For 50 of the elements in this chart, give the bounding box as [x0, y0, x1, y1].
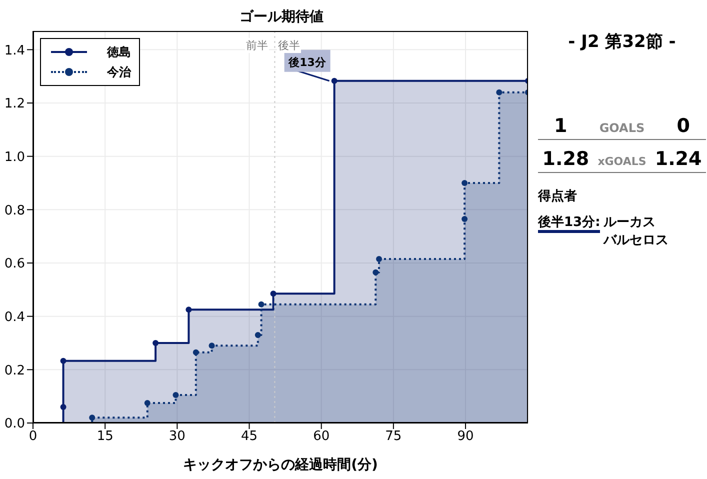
- chart-title: ゴール期待値: [238, 8, 324, 26]
- text: 後半13分:: [538, 213, 600, 233]
- legend-label: 徳島: [107, 44, 131, 60]
- y-tick-label: 1.4: [4, 43, 25, 58]
- annotation: 後13分: [288, 56, 327, 69]
- text: ルーカスバルセロス: [603, 214, 670, 249]
- y-tick-label: 1.0: [4, 150, 25, 165]
- x-tick-label: 0: [28, 429, 38, 444]
- text: xGOALS: [598, 155, 646, 168]
- text: GOALS: [599, 121, 645, 135]
- y-tick-label: 0.6: [4, 256, 25, 272]
- point: [60, 404, 66, 410]
- x-tick-label: 60: [313, 429, 330, 444]
- point: [208, 342, 215, 349]
- y-tick-label: 0.0: [4, 416, 25, 432]
- annotation: 後半: [277, 38, 301, 53]
- point: [186, 306, 192, 313]
- y-tick-label: 0.8: [4, 203, 25, 218]
- text: 0: [676, 115, 690, 137]
- point: [258, 301, 264, 308]
- annotation: 前半: [245, 38, 269, 53]
- point: [270, 290, 276, 297]
- point: [331, 78, 338, 84]
- y-tick-label: 1.2: [4, 96, 25, 112]
- x-tick-label: 45: [240, 429, 258, 444]
- x-tick-label: 75: [385, 429, 402, 444]
- legend-label: 今治: [107, 64, 131, 80]
- point: [144, 400, 150, 406]
- text: 得点者: [538, 188, 578, 205]
- point: [376, 256, 382, 262]
- point: [372, 269, 379, 276]
- x-tick-label: 30: [168, 429, 186, 444]
- text: 1.24: [654, 148, 702, 170]
- point: [254, 332, 261, 338]
- point: [152, 340, 159, 346]
- point: [60, 358, 66, 364]
- point: [496, 89, 502, 96]
- text: 1.28: [542, 148, 590, 170]
- point: [462, 216, 468, 222]
- x-tick-label: 15: [96, 429, 114, 444]
- text: - J2 第32節 -: [567, 31, 677, 53]
- y-tick-label: 0.2: [4, 363, 25, 378]
- point: [462, 180, 468, 186]
- x-tick-label: 90: [457, 429, 474, 444]
- point: [192, 349, 199, 356]
- text: 1: [554, 115, 568, 137]
- y-tick-label: 0.4: [4, 310, 25, 325]
- x-axis-title: キックオフからの経過時間(分): [183, 457, 378, 473]
- point: [172, 392, 179, 398]
- point: [89, 414, 96, 421]
